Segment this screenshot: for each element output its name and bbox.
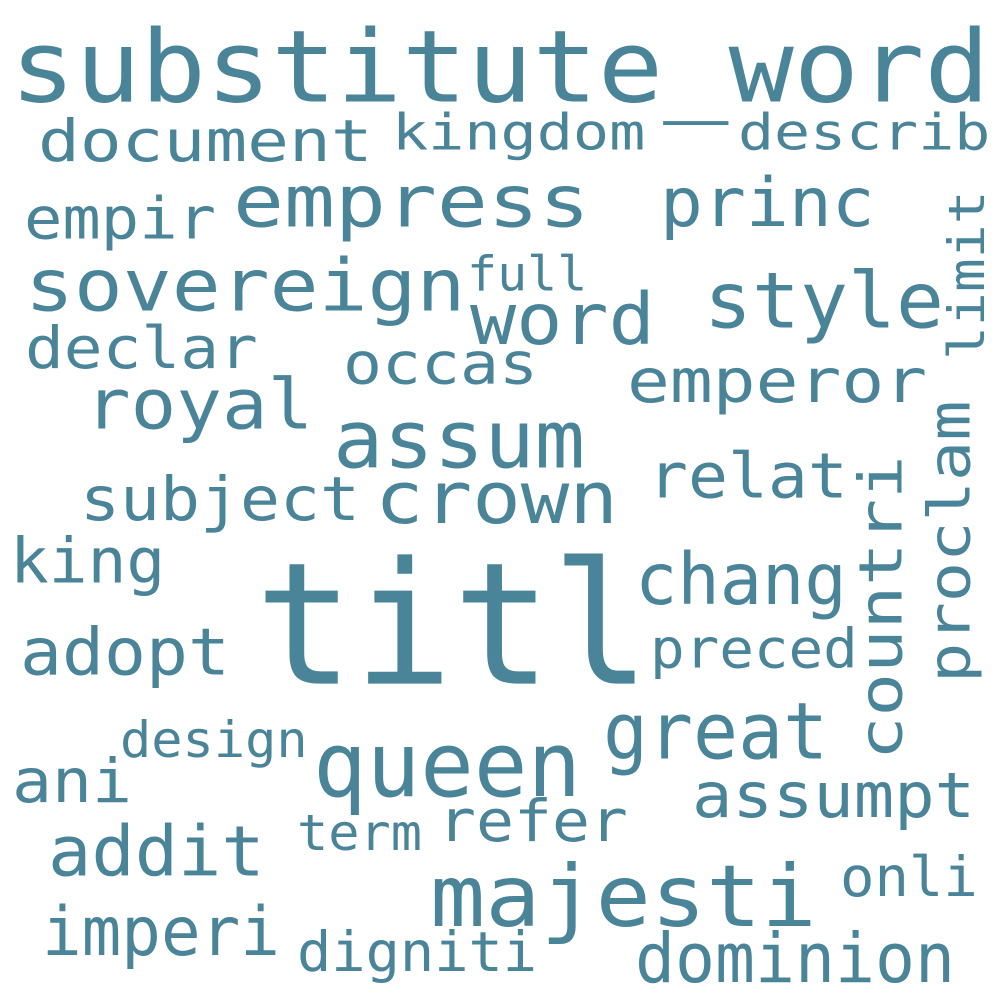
word-proclam: proclam — [916, 400, 984, 683]
word-empress: empress — [233, 159, 590, 245]
word-imperi: imperi — [42, 891, 280, 972]
word-onli: onli — [840, 845, 978, 910]
word-great: great — [603, 686, 829, 778]
word-king: king — [10, 524, 166, 598]
word-subject: subject — [80, 465, 361, 535]
word-crown: crown — [375, 456, 618, 540]
word-titl: titl — [255, 526, 651, 724]
word-relat: relat — [648, 439, 848, 513]
word-queen: queen — [313, 712, 582, 818]
word-refer: refer — [438, 787, 628, 855]
word-word: word — [470, 278, 655, 362]
word-emperor: emperor — [627, 347, 928, 417]
word-design: design — [120, 710, 308, 769]
word-style: style — [704, 255, 944, 346]
word-addit: addit — [48, 811, 265, 893]
word-document: document — [38, 107, 373, 175]
word-adopt: adopt — [20, 614, 230, 691]
word-digniti: digniti — [297, 920, 538, 985]
word-dominion: dominion — [635, 919, 956, 999]
word-declar: declar — [25, 315, 258, 383]
word-full: full — [467, 246, 588, 302]
word-sovereign: sovereign — [25, 243, 466, 329]
word-princ: princ — [660, 163, 875, 243]
word-royal: royal — [85, 363, 314, 446]
word-preced: preced — [650, 617, 858, 682]
word-limit: limit — [938, 190, 997, 360]
word-term: term — [297, 803, 423, 862]
word-countri: countri — [846, 455, 916, 760]
word-ani: ani — [12, 747, 133, 817]
word-chang: chang — [635, 538, 847, 622]
word-assum: assum — [333, 393, 585, 487]
word-describ: describ — [738, 103, 991, 162]
word-occas: occas — [343, 329, 538, 398]
word-empir: empir — [24, 184, 216, 253]
word-kingdom: kingdom — [392, 103, 646, 162]
word-assumpt: assumpt — [692, 759, 976, 833]
word-majesti: majesti — [430, 847, 817, 947]
word-substitute-word: substitute_word — [10, 9, 990, 126]
